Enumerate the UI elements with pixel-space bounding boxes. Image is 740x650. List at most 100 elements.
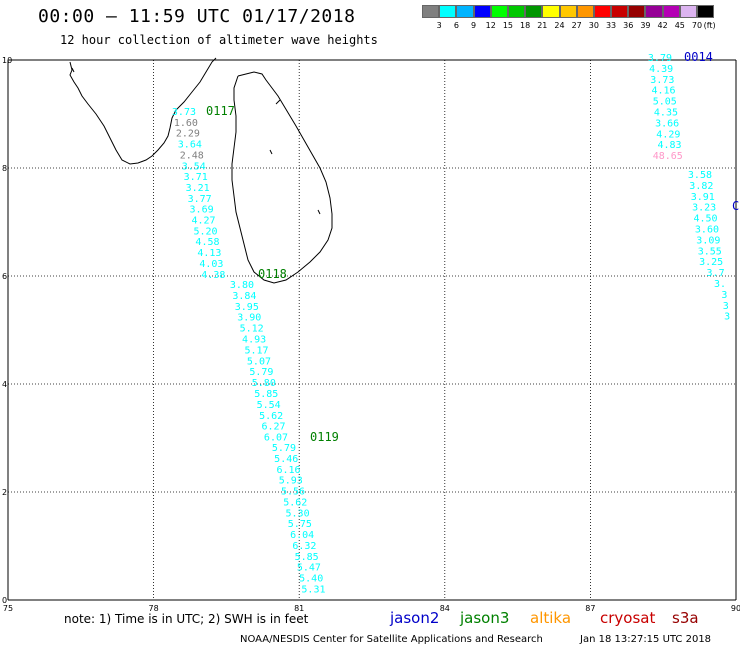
swh-value: 4.16 <box>652 86 676 97</box>
pass-label: C <box>732 199 739 213</box>
color-scale-label: 42 <box>657 21 668 30</box>
color-scale-label: 3 <box>436 21 442 30</box>
swh-value: 5.31 <box>301 584 325 595</box>
color-scale-label: 70 <box>691 21 703 30</box>
color-swatch <box>628 5 646 18</box>
swh-value: 5.30 <box>286 508 310 519</box>
lat-tick-label: 0 <box>2 596 7 605</box>
track-0118: 3.803.843.953.905.124.935.175.075.795.80… <box>230 267 288 444</box>
color-scale-label: 6 <box>453 21 459 30</box>
swh-value: 5.54 <box>257 400 281 411</box>
pass-label: 0118 <box>258 267 287 281</box>
small-island-2 <box>269 149 273 155</box>
axis-tick-labels: 75 78 81 84 87 90 0 2 4 6 8 10 <box>2 56 740 613</box>
color-swatch <box>559 5 577 18</box>
swh-value: 3.80 <box>230 280 254 291</box>
swh-value: 4.38 <box>201 270 225 281</box>
swh-value: 3.54 <box>182 161 206 172</box>
color-swatch <box>490 5 508 18</box>
swh-value: 5.47 <box>297 563 321 574</box>
altimeter-tracks: 3.731.602.293.642.483.543.713.213.773.69… <box>172 50 739 595</box>
color-swatch <box>439 5 457 18</box>
swh-value: 3.77 <box>188 194 212 205</box>
swh-value: 4.93 <box>242 335 266 346</box>
swh-value: 3.7 <box>707 268 725 279</box>
swh-value: 3.55 <box>698 246 722 257</box>
color-scale-label: 30 <box>588 21 599 30</box>
swh-value: 6.32 <box>292 541 316 552</box>
swh-value: 6.07 <box>264 433 288 444</box>
lat-tick-label: 10 <box>2 56 12 65</box>
swh-value: 2.48 <box>180 150 204 161</box>
swh-value: 4.35 <box>654 108 678 119</box>
swh-value: 4.13 <box>197 248 221 259</box>
color-scale-label: 24 <box>554 21 565 30</box>
swh-value: 3.69 <box>190 205 214 216</box>
track-0117: 3.731.602.293.642.483.543.713.213.773.69… <box>172 104 235 281</box>
swh-value: 3. <box>714 279 726 290</box>
map-grid <box>7 59 737 601</box>
swh-value: 5.85 <box>254 389 278 400</box>
swh-value: 5.07 <box>247 356 271 367</box>
color-swatch <box>507 5 526 18</box>
small-island-4 <box>275 99 281 105</box>
color-swatch <box>422 5 440 18</box>
track-0119: 5.795.466.165.935.565.625.305.756.046.32… <box>272 430 339 595</box>
lon-tick-label: 87 <box>585 604 595 613</box>
color-swatch <box>679 5 697 18</box>
color-scale-label: 12 <box>485 21 496 30</box>
swh-value: 2.29 <box>176 129 200 140</box>
swh-value: 5.75 <box>288 519 312 530</box>
swh-value: 3.84 <box>232 291 256 302</box>
credit-timestamp: Jan 18 13:27:15 UTC 2018 <box>580 634 712 645</box>
legend-altika: altika <box>530 609 572 627</box>
swh-value: 4.29 <box>656 129 680 140</box>
track-C: 3.583.823.913.234.503.603.093.553.253.73… <box>688 170 739 323</box>
swh-value: 6.04 <box>290 530 314 541</box>
color-swatch <box>593 5 612 18</box>
swh-value: 5.62 <box>283 497 307 508</box>
swh-value: 5.20 <box>193 226 217 237</box>
swh-value: 3.91 <box>691 192 715 203</box>
swh-value: 3.73 <box>650 75 674 86</box>
swh-value: 3 <box>724 312 730 323</box>
pass-label: 0117 <box>206 104 235 118</box>
swh-value: 4.58 <box>195 237 219 248</box>
swh-value: 4.27 <box>192 216 216 227</box>
swh-value: 6.16 <box>276 465 300 476</box>
color-scale-label: 27 <box>571 21 582 30</box>
lon-tick-label: 84 <box>440 604 450 613</box>
swh-value: 5.79 <box>272 443 296 454</box>
color-scale-label: 15 <box>502 21 514 30</box>
swh-value: 48.65 <box>653 151 683 162</box>
map-title: 00:00 — 11:59 UTC 01/17/2018 <box>38 6 356 27</box>
swh-value: 5.46 <box>274 454 298 465</box>
swh-value: 5.93 <box>279 476 303 487</box>
swh-value: 5.85 <box>295 552 319 563</box>
color-swatch <box>525 5 543 18</box>
map-subtitle: 12 hour collection of altimeter wave hei… <box>60 33 378 47</box>
swh-value: 5.79 <box>249 367 273 378</box>
lon-tick-label: 78 <box>149 604 159 613</box>
swh-value: 5.80 <box>252 378 276 389</box>
swh-value: 3.73 <box>172 107 196 118</box>
pass-label: 0119 <box>310 430 339 444</box>
color-swatch <box>662 5 680 18</box>
credit-agency: NOAA/NESDIS Center for Satellite Applica… <box>240 634 543 645</box>
swh-value: 3.82 <box>689 181 713 192</box>
coastline <box>69 57 333 284</box>
swh-value: 3.58 <box>688 170 712 181</box>
swh-value: 5.12 <box>240 324 264 335</box>
small-island-3 <box>317 209 321 215</box>
color-scale-label: 9 <box>471 21 477 30</box>
swh-value: 3.25 <box>699 257 723 268</box>
lon-tick-label: 75 <box>3 604 13 613</box>
color-scale-unit: (ft) <box>703 21 716 30</box>
color-scale-label: 33 <box>605 21 617 30</box>
swh-value: 4.83 <box>658 140 682 151</box>
swh-value: 3.95 <box>235 302 259 313</box>
swh-value: 3 <box>721 290 727 301</box>
swh-value: 3.21 <box>186 183 210 194</box>
swh-value: 4.50 <box>694 214 718 225</box>
